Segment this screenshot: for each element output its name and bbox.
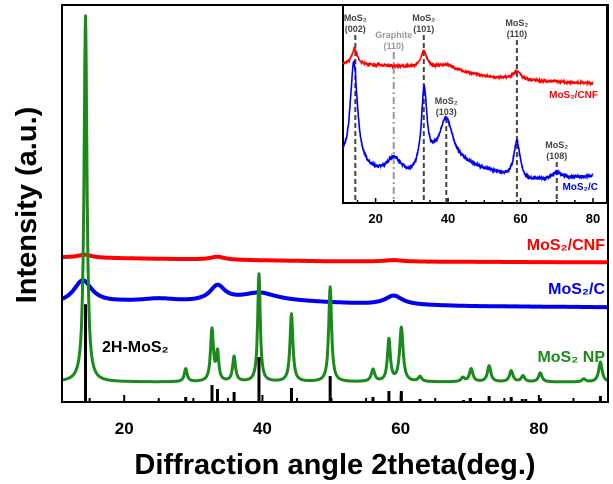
peak-hkl-label: (002) <box>345 24 366 34</box>
inset-series-label: MoS₂/C <box>562 182 598 193</box>
series-line <box>62 278 608 310</box>
peak-hkl-label: (101) <box>413 24 434 34</box>
x-tick-label: 20 <box>115 419 134 438</box>
peak-phase-label: MoS₂ <box>412 13 435 23</box>
peak-phase-label: MoS₂ <box>435 96 458 106</box>
peak-phase-label: MoS₂ <box>505 18 528 28</box>
inset-frame <box>342 4 608 204</box>
peak-hkl-label: (103) <box>436 107 457 117</box>
series-label: MoS₂/CNF <box>527 237 605 254</box>
inset-series-line <box>342 58 594 182</box>
peak-hkl-label: (108) <box>546 151 567 161</box>
reference-label: 2H-MoS₂ <box>102 339 169 356</box>
inset-series-line <box>342 46 594 87</box>
inset-series-label: MoS₂/CNF <box>549 90 598 101</box>
peak-phase-label: MoS₂ <box>545 140 568 150</box>
peak-phase-label: MoS₂ <box>344 13 367 23</box>
x-tick-label: 40 <box>253 419 272 438</box>
inset-x-tick-label: 60 <box>513 211 527 226</box>
series-label: MoS₂ NP <box>537 349 605 366</box>
series-label: MoS₂/C <box>548 281 605 298</box>
x-tick-label: 60 <box>391 419 410 438</box>
y-axis-label: Intensity (a.u.) <box>11 107 43 304</box>
peak-phase-label: Graphite <box>375 30 412 40</box>
series-line <box>62 252 608 265</box>
x-tick-label: 80 <box>529 419 548 438</box>
peak-hkl-label: (110) <box>507 29 528 39</box>
inset-x-tick-label: 40 <box>441 211 455 226</box>
x-axis-label: Diffraction angle 2theta(deg.) <box>134 449 535 481</box>
peak-hkl-label: (110) <box>383 41 404 51</box>
series-line <box>62 14 608 384</box>
inset-x-tick-label: 80 <box>586 211 600 226</box>
inset-x-tick-label: 20 <box>368 211 382 226</box>
